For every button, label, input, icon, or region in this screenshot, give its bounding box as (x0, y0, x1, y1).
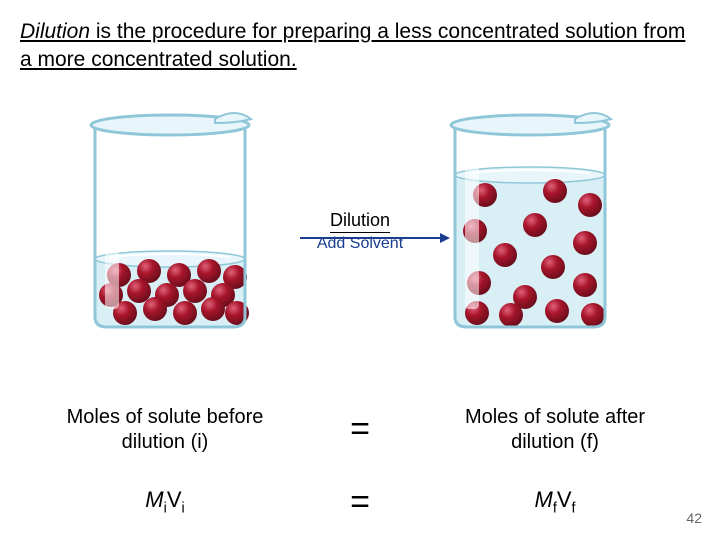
equations-grid: Moles of solute before dilution (i) = Mo… (20, 405, 700, 524)
center-labels: Dilution Add Solvent (280, 210, 440, 253)
equals-sign-1: = (280, 408, 440, 451)
definition-body: is the procedure for preparing a less co… (20, 20, 685, 71)
equals-sign-2: = (280, 481, 440, 524)
formula-initial: MiVi (50, 486, 280, 518)
arrow-label-top: Dilution (330, 210, 390, 233)
moles-before-label: Moles of solute before dilution (i) (50, 405, 280, 455)
definition-text: Dilution is the procedure for preparing … (20, 18, 700, 75)
definition-term: Dilution (20, 20, 90, 43)
beaker-after (435, 105, 625, 340)
formula-final: MfVf (440, 486, 670, 518)
diagram-area: Dilution Add Solvent (20, 105, 700, 385)
moles-after-label: Moles of solute after dilution (f) (440, 405, 670, 455)
arrow-label-bottom: Add Solvent (280, 235, 440, 253)
beaker-before (75, 105, 265, 340)
page-number: 42 (686, 510, 702, 526)
